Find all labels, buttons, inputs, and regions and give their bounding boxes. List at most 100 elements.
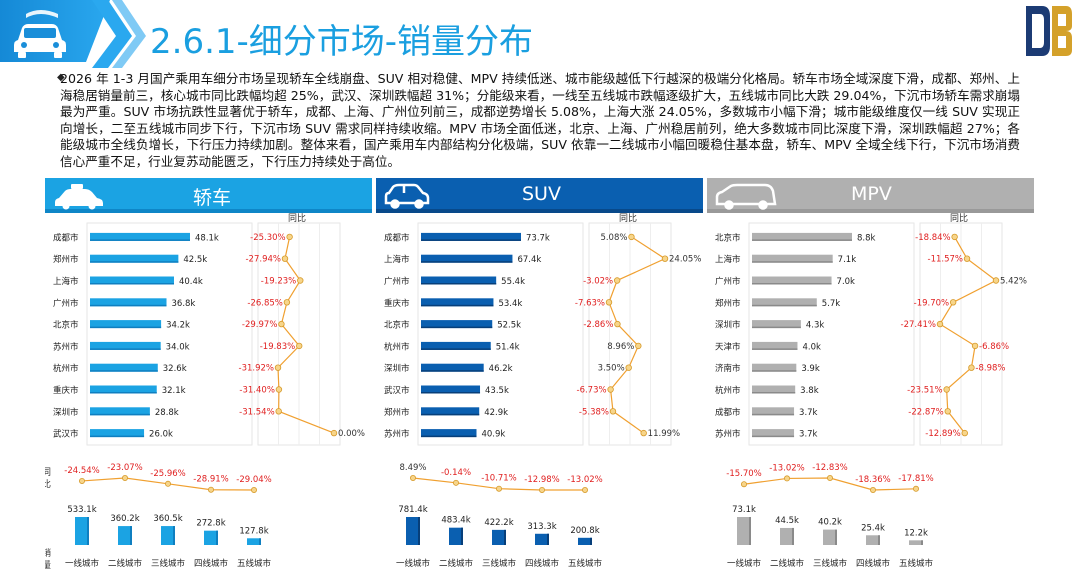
city-bar-shadow — [421, 239, 521, 241]
yoy-point — [992, 277, 1000, 284]
tier-yoy-label: -29.04% — [236, 475, 271, 485]
yoy-label: -7.63% — [575, 298, 605, 308]
sedan-banner — [45, 178, 372, 213]
city-bar — [752, 320, 801, 329]
city-bar — [421, 429, 477, 438]
city-sales-label: 42.9k — [484, 408, 508, 418]
yoy-label: -27.41% — [901, 320, 936, 330]
city-bar — [90, 232, 190, 241]
taxi-icon — [55, 184, 103, 210]
tier-bar-shadow — [504, 529, 506, 545]
tier-yoy-point — [410, 474, 417, 481]
city-bar-shadow — [752, 413, 795, 416]
city-bar — [421, 298, 494, 307]
city-bar — [90, 254, 179, 263]
tier-label: 二线城市 — [770, 558, 805, 569]
tier-bar-shadow — [547, 533, 549, 545]
tier-label: 一线城市 — [396, 558, 431, 569]
city-bar-shadow — [752, 370, 797, 372]
city-bar-frame — [86, 222, 253, 446]
header: 2.6.1-细分市场-销量分布 — [0, 0, 1076, 68]
tier-sales-label: 533.1k — [67, 505, 96, 515]
city-label: 杭州市 — [715, 385, 741, 396]
city-sales-label: 67.4k — [517, 255, 541, 265]
city-bar-shadow — [90, 304, 167, 307]
city-sales-label: 3.8k — [800, 386, 819, 396]
tier-label: 四线城市 — [194, 558, 229, 569]
city-sales-label: 34.0k — [166, 342, 190, 352]
yoy-point — [971, 342, 979, 350]
tier-yoy-label: -0.14% — [441, 468, 471, 478]
yoy-header: 同比 — [288, 213, 306, 224]
city-bar-shadow — [752, 392, 796, 394]
city-label: 郑州市 — [53, 254, 79, 265]
yoy-label: -12.89% — [925, 429, 960, 439]
mpv-panel: MPV 同比 北京市 8.8k 上海市 7.1k 广州市 7.0k 郑州市 5.7k 深圳市 4.3… — [707, 178, 1034, 573]
tier-label: 五线城市 — [237, 558, 272, 569]
city-label: 杭州市 — [384, 341, 410, 352]
yoy-point — [635, 342, 642, 350]
city-bar — [90, 385, 157, 394]
city-sales-label: 40.4k — [179, 277, 203, 287]
city-bar — [421, 407, 480, 416]
yoy-point — [661, 255, 669, 262]
yoy-label: -19.83% — [260, 342, 295, 352]
bullet-icon: ◆ — [57, 72, 65, 83]
yoy-point — [275, 386, 283, 393]
tier-bar-shadow — [173, 526, 175, 545]
tier-sales-label: 422.2k — [484, 518, 513, 528]
tier-yoy-label: 8.49% — [399, 463, 426, 473]
tier-bar-shadow — [216, 530, 218, 545]
tier-yoy-point — [538, 486, 545, 493]
yoy-label: -22.87% — [908, 407, 943, 417]
tier-yoy-label: -25.96% — [150, 469, 185, 479]
tier-yoy-point — [869, 486, 876, 493]
yoy-point — [951, 233, 958, 241]
yoy-point — [628, 233, 635, 241]
city-sales-label: 53.4k — [498, 299, 522, 309]
yoy-label: -25.30% — [250, 233, 285, 243]
yoy-label: 5.08% — [600, 233, 627, 243]
yoy-label: 3.50% — [598, 364, 625, 374]
city-label: 郑州市 — [384, 407, 410, 418]
tier-yoy-point — [827, 474, 834, 481]
tier-yoy-label: -12.83% — [812, 463, 847, 473]
city-bar-shadow — [421, 392, 481, 394]
tier-sales-label: 272.8k — [196, 519, 225, 529]
city-bar-shadow — [752, 261, 833, 263]
city-sales-label: 43.5k — [485, 386, 509, 396]
city-bar — [90, 320, 162, 329]
tier-bar-shadow — [87, 517, 89, 545]
yoy-label: 0.00% — [338, 429, 365, 439]
yoy-point — [274, 364, 282, 371]
tier-yoy-point — [912, 485, 919, 492]
tier-yoy-label: -24.54% — [64, 466, 99, 476]
city-label: 广州市 — [384, 276, 410, 287]
city-bar — [421, 254, 513, 263]
city-bar-shadow — [90, 370, 158, 372]
city-sales-label: 36.8k — [172, 299, 196, 309]
mpv-icon — [715, 183, 777, 210]
yoy-point — [296, 342, 303, 350]
yoy-point — [963, 255, 971, 262]
tier-bar — [780, 527, 794, 545]
tier-label: 三线城市 — [482, 558, 517, 569]
city-label: 成都市 — [384, 232, 410, 243]
city-label: 苏州市 — [384, 429, 410, 440]
tier-bar — [492, 529, 506, 545]
city-bar — [421, 276, 497, 285]
suv-panel: SUV 同比 成都市 73.7k 上海市 67.4k 广州市 55.4k 重庆市 53.4k 北京… — [376, 178, 703, 573]
city-sales-label: 3.7k — [799, 430, 818, 440]
tier-yoy-label: -17.81% — [898, 474, 933, 484]
tier-label: 四线城市 — [856, 558, 891, 569]
yoy-point — [609, 408, 617, 415]
tier-bar-shadow — [878, 535, 880, 545]
tier-bar — [737, 517, 751, 545]
yoy-label: -6.86% — [979, 342, 1009, 352]
city-sales-label: 73.7k — [526, 233, 550, 243]
city-sales-label: 55.4k — [501, 277, 525, 287]
city-label: 上海市 — [384, 254, 410, 265]
city-label: 广州市 — [53, 298, 79, 309]
tier-bar — [204, 530, 218, 545]
city-label: 成都市 — [715, 407, 741, 418]
